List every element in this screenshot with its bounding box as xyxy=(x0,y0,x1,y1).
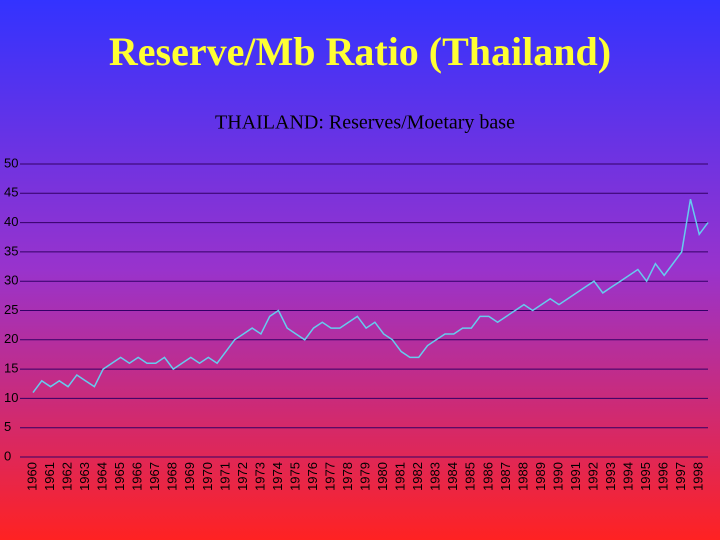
y-tick-label: 25 xyxy=(4,302,18,317)
x-tick-label: 1988 xyxy=(515,462,530,491)
x-tick-label: 1979 xyxy=(358,462,373,491)
x-tick-label: 1986 xyxy=(480,462,495,491)
x-tick-label: 1998 xyxy=(691,462,706,491)
x-tick-label: 1982 xyxy=(410,462,425,491)
y-tick-label: 40 xyxy=(4,214,18,229)
x-tick-label: 1995 xyxy=(638,462,653,491)
x-tick-label: 1970 xyxy=(200,462,215,491)
x-tick-label: 1965 xyxy=(112,462,127,491)
x-tick-label: 1963 xyxy=(77,462,92,491)
x-tick-label: 1966 xyxy=(130,462,145,491)
x-tick-label: 1981 xyxy=(393,462,408,491)
x-tick-label: 1990 xyxy=(550,462,565,491)
x-tick-label: 1967 xyxy=(147,462,162,491)
x-tick-label: 1968 xyxy=(165,462,180,491)
x-tick-label: 1975 xyxy=(287,462,302,491)
x-tick-label: 1964 xyxy=(95,462,110,491)
x-tick-label: 1977 xyxy=(322,462,337,491)
x-tick-label: 1978 xyxy=(340,462,355,491)
x-tick-label: 1985 xyxy=(463,462,478,491)
y-tick-label: 30 xyxy=(4,273,18,288)
y-tick-label: 15 xyxy=(4,361,18,376)
x-tick-label: 1997 xyxy=(673,462,688,491)
x-tick-label: 1976 xyxy=(305,462,320,491)
x-tick-label: 1996 xyxy=(656,462,671,491)
y-tick-label: 10 xyxy=(4,390,18,405)
x-tick-label: 1961 xyxy=(42,462,57,491)
chart-title: Reserve/Mb Ratio (Thailand) xyxy=(109,29,611,74)
x-tick-label: 1993 xyxy=(603,462,618,491)
x-tick-label: 1991 xyxy=(568,462,583,491)
y-tick-label: 50 xyxy=(4,155,18,170)
x-tick-label: 1969 xyxy=(182,462,197,491)
x-tick-label: 1960 xyxy=(24,462,39,491)
x-tick-label: 1992 xyxy=(585,462,600,491)
y-tick-label: 45 xyxy=(4,185,18,200)
y-tick-label: 5 xyxy=(4,419,11,434)
chart-subtitle: THAILAND: Reserves/Moetary base xyxy=(215,112,515,134)
data-line xyxy=(32,198,709,393)
x-tick-label: 1983 xyxy=(428,462,443,491)
x-tick-label: 1989 xyxy=(533,462,548,491)
x-tick-label: 1980 xyxy=(375,462,390,491)
x-tick-label: 1962 xyxy=(60,462,75,491)
x-tick-label: 1984 xyxy=(445,462,460,491)
x-tick-label: 1974 xyxy=(270,462,285,491)
y-tick-label: 35 xyxy=(4,243,18,258)
x-tick-label: 1987 xyxy=(498,462,513,491)
y-tick-label: 0 xyxy=(4,448,11,463)
x-tick-label: 1994 xyxy=(621,462,636,491)
y-tick-label: 20 xyxy=(4,331,18,346)
x-tick-label: 1971 xyxy=(217,462,232,491)
x-tick-label: 1973 xyxy=(252,462,267,491)
x-tick-label: 1972 xyxy=(235,462,250,491)
